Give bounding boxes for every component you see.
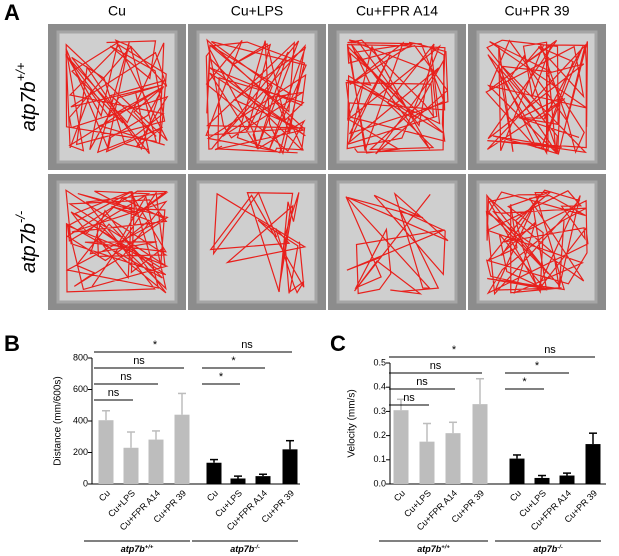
- bar: [174, 414, 190, 484]
- track: [209, 191, 307, 294]
- bar: [393, 410, 409, 484]
- significance-label: ns: [544, 344, 556, 356]
- bar: [230, 478, 246, 484]
- group-label: atp7b-/-: [533, 544, 563, 554]
- row-label-sup: -/-: [13, 210, 28, 223]
- column-heading: Cu+PR 39: [505, 3, 570, 19]
- significance-label: *: [522, 376, 527, 388]
- y-tick-label: 800: [73, 352, 88, 362]
- row-label-main: atp7b: [18, 223, 40, 273]
- y-tick-label: 0.5: [373, 357, 386, 367]
- y-tick-label: 0.1: [373, 454, 386, 464]
- group-label-sup: -/-: [557, 544, 563, 550]
- group-label-main: atp7b: [121, 544, 146, 554]
- group-label: atp7b+/+: [417, 544, 450, 554]
- y-tick-label: 400: [73, 415, 88, 425]
- significance-label: ns: [416, 376, 428, 388]
- panel-label: B: [4, 331, 20, 356]
- panel-label: A: [4, 0, 20, 25]
- y-tick-label: 200: [73, 447, 88, 457]
- x-tick-label: Cu: [508, 488, 523, 503]
- track: [65, 189, 169, 294]
- track: [485, 39, 588, 156]
- bar: [282, 449, 298, 484]
- group-label-sup: +/+: [145, 544, 154, 550]
- column-heading: Cu+LPS: [231, 3, 284, 19]
- bar: [445, 433, 461, 484]
- track: [485, 189, 589, 296]
- bar: [123, 447, 139, 484]
- panel-label: C: [330, 331, 346, 356]
- row-label-sup: +/+: [13, 62, 28, 81]
- bar: [148, 439, 164, 484]
- group-label: atp7b+/+: [121, 544, 154, 554]
- bar: [206, 462, 222, 484]
- significance-label: *: [153, 339, 158, 351]
- significance-label: ns: [403, 392, 415, 404]
- group-label-sup: +/+: [441, 544, 450, 550]
- significance-label: ns: [133, 355, 145, 367]
- significance-label: ns: [120, 371, 132, 383]
- significance-label: ns: [241, 339, 253, 351]
- bar: [509, 458, 525, 484]
- row-label: atp7b-/-: [13, 210, 40, 273]
- y-axis-label: Distance (mm/600s): [53, 376, 64, 465]
- row-label-main: atp7b: [18, 81, 40, 131]
- bar: [472, 404, 488, 484]
- group-label-main: atp7b: [417, 544, 442, 554]
- y-tick-label: 0.4: [373, 382, 386, 392]
- significance-label: *: [219, 371, 224, 383]
- x-tick-label: Cu: [392, 488, 407, 503]
- bar: [585, 444, 601, 484]
- column-heading: Cu+FPR A14: [356, 3, 438, 19]
- y-tick-label: 0.3: [373, 406, 386, 416]
- significance-label: *: [231, 355, 236, 367]
- significance-label: ns: [430, 360, 442, 372]
- bar: [419, 441, 435, 484]
- bar: [559, 475, 575, 484]
- x-tick-label: Cu: [205, 488, 220, 503]
- group-label-sup: -/-: [254, 544, 260, 550]
- group-label-main: atp7b: [533, 544, 558, 554]
- y-axis-label: Velocity (mm/s): [347, 389, 358, 457]
- group-label: atp7b-/-: [230, 544, 260, 554]
- track: [205, 38, 307, 156]
- track: [345, 39, 449, 155]
- y-tick-label: 0: [83, 478, 88, 488]
- significance-label: *: [452, 344, 457, 356]
- bar: [255, 476, 271, 484]
- y-tick-label: 600: [73, 384, 88, 394]
- track: [345, 191, 449, 295]
- group-label-main: atp7b: [230, 544, 255, 554]
- column-heading: Cu: [108, 3, 126, 19]
- significance-label: ns: [108, 387, 120, 399]
- row-label: atp7b+/+: [13, 62, 40, 131]
- track: [65, 39, 169, 154]
- x-tick-label: Cu: [97, 488, 112, 503]
- bar: [534, 477, 550, 484]
- y-tick-label: 0.2: [373, 430, 386, 440]
- significance-label: *: [535, 360, 540, 372]
- y-tick-label: 0.0: [373, 478, 386, 488]
- bar: [98, 420, 114, 484]
